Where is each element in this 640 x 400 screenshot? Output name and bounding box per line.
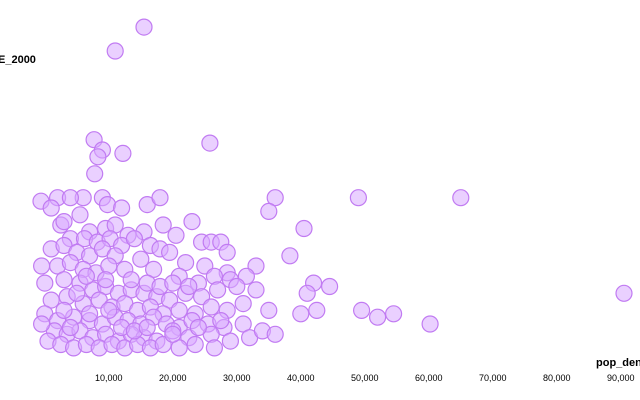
- data-point: [281, 247, 299, 265]
- data-point: [106, 42, 124, 60]
- x-tick-label: 10,000: [95, 373, 123, 383]
- data-point: [452, 189, 470, 207]
- data-point: [89, 148, 107, 166]
- data-point: [186, 335, 204, 354]
- x-axis-ticks: 10,000 20,000 30,000 40,000 50,000 60,000 70,0…: [95, 373, 635, 383]
- data-point: [202, 298, 220, 316]
- data-point: [71, 206, 89, 224]
- data-point: [209, 281, 227, 299]
- data-point: [298, 284, 316, 302]
- data-point: [32, 315, 51, 333]
- x-tick-label: 20,000: [159, 373, 187, 383]
- data-point: [61, 189, 80, 207]
- data-point: [218, 243, 236, 261]
- data-point: [55, 301, 73, 319]
- data-point: [154, 216, 172, 234]
- data-point: [80, 305, 99, 323]
- data-point: [132, 250, 150, 268]
- data-point: [138, 318, 156, 337]
- data-point: [61, 318, 80, 337]
- data-point: [77, 267, 96, 285]
- data-point: [32, 257, 51, 275]
- data-point: [36, 274, 54, 292]
- data-point: [421, 315, 439, 333]
- data-point: [295, 219, 313, 238]
- data-point: [42, 199, 60, 217]
- data-point: [205, 339, 223, 357]
- data-point: [55, 271, 73, 289]
- data-point: [161, 243, 179, 261]
- data-point: [349, 189, 367, 207]
- data-point: [308, 301, 326, 319]
- data-point: [201, 134, 219, 152]
- data-point: [114, 144, 132, 162]
- points-layer: [32, 18, 633, 357]
- data-point: [189, 318, 207, 337]
- data-point: [170, 301, 188, 319]
- data-point: [167, 226, 185, 244]
- data-point: [353, 301, 371, 319]
- data-point: [260, 202, 278, 220]
- data-point: [228, 277, 246, 296]
- data-point: [234, 295, 252, 313]
- data-point: [151, 189, 169, 207]
- data-point: [122, 271, 140, 289]
- data-point: [369, 308, 387, 326]
- data-point: [292, 305, 310, 323]
- x-tick-label: 40,000: [287, 373, 315, 383]
- data-point: [385, 305, 403, 323]
- data-point: [125, 230, 143, 248]
- data-point: [100, 301, 118, 319]
- data-point: [212, 312, 230, 330]
- data-point: [98, 196, 117, 214]
- x-tick-label: 90,000: [607, 373, 635, 383]
- data-point: [112, 199, 131, 217]
- data-point: [247, 281, 265, 299]
- y-axis-label: E_2000: [0, 54, 36, 66]
- data-point: [96, 271, 115, 289]
- data-point: [266, 325, 284, 343]
- data-point: [615, 284, 633, 302]
- data-point: [68, 284, 86, 302]
- x-axis-label: pop_den: [596, 357, 640, 369]
- data-point: [55, 213, 73, 231]
- data-point: [183, 213, 201, 231]
- data-point: [86, 165, 104, 183]
- data-point: [180, 277, 198, 296]
- x-tick-label: 80,000: [543, 373, 571, 383]
- x-tick-label: 30,000: [223, 373, 251, 383]
- x-tick-label: 60,000: [415, 373, 443, 383]
- data-point: [260, 301, 278, 319]
- data-point: [321, 277, 339, 296]
- x-tick-label: 50,000: [351, 373, 379, 383]
- data-point: [164, 325, 182, 343]
- data-point: [164, 274, 182, 292]
- data-point: [135, 18, 153, 36]
- data-point: [221, 332, 239, 350]
- x-tick-label: 70,000: [479, 373, 507, 383]
